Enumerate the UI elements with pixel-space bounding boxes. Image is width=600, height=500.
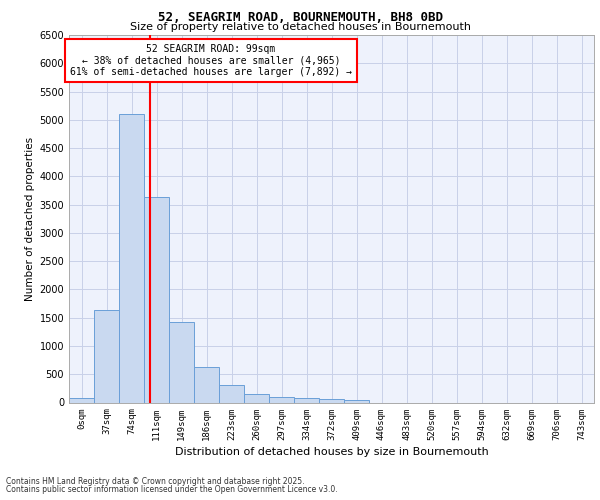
Text: Contains HM Land Registry data © Crown copyright and database right 2025.: Contains HM Land Registry data © Crown c… [6,477,305,486]
Bar [169,322,194,402]
Bar [94,310,119,402]
Y-axis label: Number of detached properties: Number of detached properties [25,136,35,301]
Bar [144,196,169,402]
Text: 52, SEAGRIM ROAD, BOURNEMOUTH, BH8 0BD: 52, SEAGRIM ROAD, BOURNEMOUTH, BH8 0BD [157,11,443,24]
X-axis label: Distribution of detached houses by size in Bournemouth: Distribution of detached houses by size … [175,446,488,456]
Text: Size of property relative to detached houses in Bournemouth: Size of property relative to detached ho… [130,22,470,32]
Bar [219,385,244,402]
Bar [269,397,294,402]
Bar [69,398,94,402]
Text: Contains public sector information licensed under the Open Government Licence v3: Contains public sector information licen… [6,485,338,494]
Text: 52 SEAGRIM ROAD: 99sqm
← 38% of detached houses are smaller (4,965)
61% of semi-: 52 SEAGRIM ROAD: 99sqm ← 38% of detached… [70,44,352,78]
Bar [119,114,144,403]
Bar [319,399,344,402]
Bar [344,400,369,402]
Bar [244,394,269,402]
Bar [294,398,319,402]
Bar [194,368,219,402]
